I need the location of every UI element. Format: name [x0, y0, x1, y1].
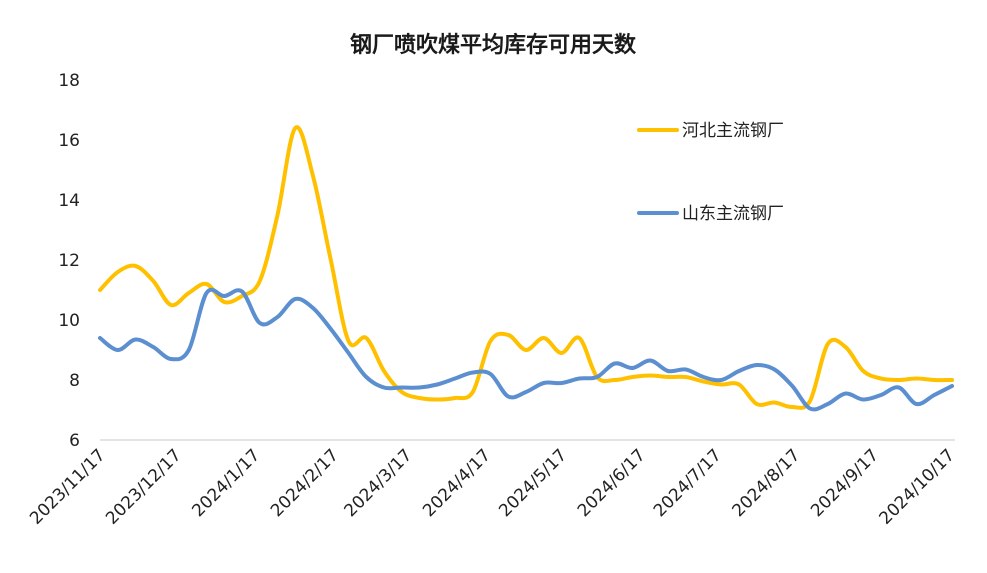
y-tick-label: 12 — [58, 251, 80, 271]
y-tick-label: 14 — [58, 191, 80, 211]
x-tick-label: 2024/4/17 — [419, 445, 495, 521]
series-line-2 — [98, 287, 954, 412]
x-tick-label: 2024/2/17 — [267, 445, 343, 521]
x-tick-label: 2024/3/17 — [341, 445, 417, 521]
x-tick-label: 2023/11/17 — [26, 445, 109, 528]
series-layer — [98, 125, 954, 412]
x-tick-label: 2023/12/17 — [102, 445, 185, 528]
x-tick-label: 2024/6/17 — [574, 445, 650, 521]
y-axis: 6 8 10 12 14 16 18 — [58, 71, 80, 451]
y-tick-label: 10 — [58, 311, 80, 331]
legend-label-1: 河北主流钢厂 — [682, 121, 784, 141]
x-tick-label: 2024/1/17 — [188, 445, 264, 521]
y-tick-label: 18 — [58, 71, 80, 91]
x-tick-label: 2024/7/17 — [650, 445, 726, 521]
x-tick-label: 2024/10/17 — [876, 445, 959, 528]
x-tick-label: 2024/9/17 — [807, 445, 883, 521]
chart-title: 钢厂喷吹煤平均库存可用天数 — [350, 32, 637, 58]
y-tick-label: 6 — [69, 431, 80, 451]
x-tick-label: 2024/5/17 — [495, 445, 571, 521]
x-tick-label: 2024/8/17 — [729, 445, 805, 521]
series-line-1 — [98, 125, 954, 410]
y-tick-label: 8 — [69, 371, 80, 391]
legend-label-2: 山东主流钢厂 — [682, 204, 784, 224]
y-tick-label: 16 — [58, 131, 80, 151]
